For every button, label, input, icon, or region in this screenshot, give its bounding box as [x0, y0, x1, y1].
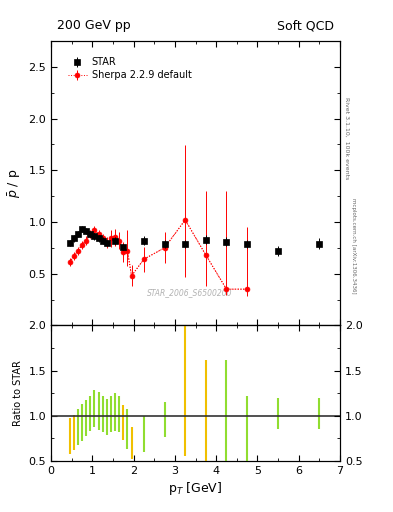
- Legend: STAR, Sherpa 2.2.9 default: STAR, Sherpa 2.2.9 default: [64, 54, 195, 83]
- Text: Soft QCD: Soft QCD: [277, 19, 334, 32]
- Text: STAR_2006_S6500200: STAR_2006_S6500200: [147, 288, 233, 297]
- Text: mcplots.cern.ch [arXiv:1306.3436]: mcplots.cern.ch [arXiv:1306.3436]: [351, 198, 356, 293]
- Y-axis label: Ratio to STAR: Ratio to STAR: [13, 360, 23, 426]
- Text: Rivet 3.1.10,  100k events: Rivet 3.1.10, 100k events: [344, 97, 349, 179]
- Text: 200 GeV pp: 200 GeV pp: [57, 19, 130, 32]
- Y-axis label: $\bar{p}$ / p: $\bar{p}$ / p: [6, 168, 23, 198]
- X-axis label: p$_T$ [GeV]: p$_T$ [GeV]: [168, 480, 223, 497]
